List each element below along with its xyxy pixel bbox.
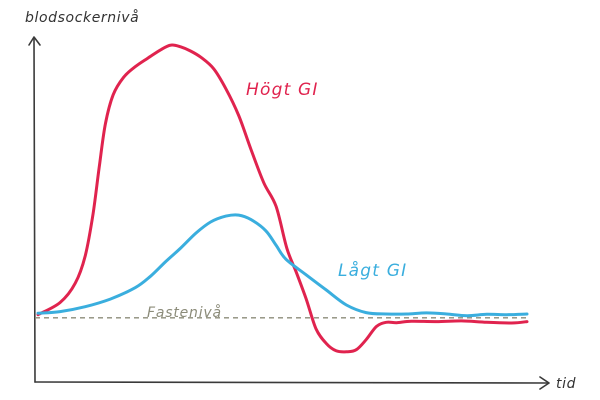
- y-axis-arrowhead: [28, 36, 41, 46]
- x-axis-label: tid: [556, 376, 576, 392]
- low-gi-label: Lågt GI: [338, 260, 407, 281]
- x-axis: tid: [34, 376, 576, 392]
- y-axis-label: blodsockernivå: [25, 9, 139, 26]
- high-gi-curve: [36, 43, 529, 354]
- low-gi-curve: [36, 213, 529, 318]
- y-axis: blodsockernivå: [25, 9, 139, 383]
- x-axis-arrowhead: [539, 376, 550, 390]
- high-gi-label: Högt GI: [246, 80, 319, 100]
- y-axis-line: [33, 37, 36, 383]
- fasting-level-label: Fastenivå: [147, 304, 222, 321]
- x-axis-line: [34, 381, 549, 384]
- plot-area: Fastenivå Högt GI Lågt GI: [35, 43, 529, 354]
